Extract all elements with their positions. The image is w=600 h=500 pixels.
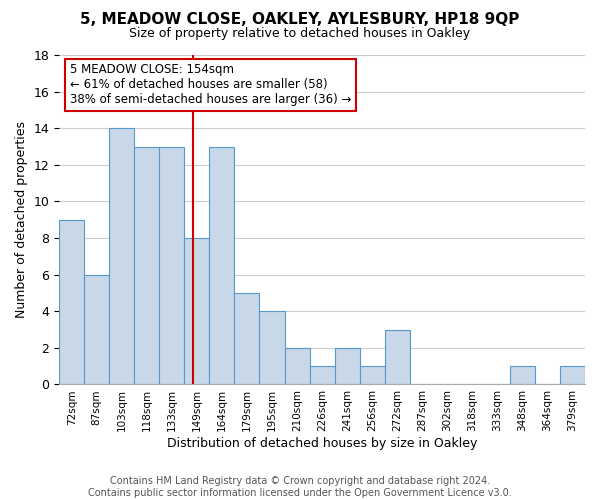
Text: 5 MEADOW CLOSE: 154sqm
← 61% of detached houses are smaller (58)
38% of semi-det: 5 MEADOW CLOSE: 154sqm ← 61% of detached… — [70, 63, 351, 106]
Bar — [310, 366, 335, 384]
Bar — [284, 348, 310, 385]
X-axis label: Distribution of detached houses by size in Oakley: Distribution of detached houses by size … — [167, 437, 477, 450]
Bar — [160, 146, 184, 384]
Bar — [209, 146, 235, 384]
Bar — [109, 128, 134, 384]
Bar — [235, 293, 259, 384]
Bar — [359, 366, 385, 384]
Text: Contains HM Land Registry data © Crown copyright and database right 2024.
Contai: Contains HM Land Registry data © Crown c… — [88, 476, 512, 498]
Bar — [335, 348, 359, 385]
Bar — [259, 311, 284, 384]
Bar — [560, 366, 585, 384]
Y-axis label: Number of detached properties: Number of detached properties — [15, 121, 28, 318]
Bar — [59, 220, 84, 384]
Bar — [510, 366, 535, 384]
Text: Size of property relative to detached houses in Oakley: Size of property relative to detached ho… — [130, 28, 470, 40]
Bar — [184, 238, 209, 384]
Bar — [134, 146, 160, 384]
Bar — [385, 330, 410, 384]
Text: 5, MEADOW CLOSE, OAKLEY, AYLESBURY, HP18 9QP: 5, MEADOW CLOSE, OAKLEY, AYLESBURY, HP18… — [80, 12, 520, 28]
Bar — [84, 274, 109, 384]
